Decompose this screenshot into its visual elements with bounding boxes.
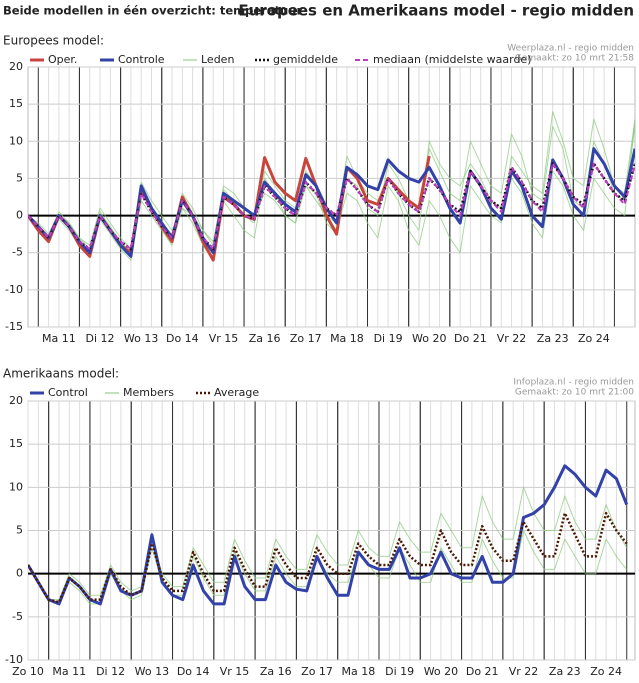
- source: Infoplaza.nl - regio midden: [513, 378, 634, 388]
- series-line: [28, 511, 628, 604]
- x-tick-label: Ma 11: [52, 665, 86, 678]
- x-tick-label: Wo 13: [124, 332, 158, 345]
- header-left: Beide modellen in één overzicht: tempera…: [3, 4, 302, 18]
- x-tick-label: Di 12: [86, 332, 115, 345]
- x-tick-label: Vr 22: [497, 332, 527, 345]
- x-tick-label: Do 21: [454, 332, 487, 345]
- y-tick-label: -15: [5, 320, 23, 333]
- x-tick-label: Za 16: [249, 332, 281, 345]
- x-tick-label: Zo 24: [590, 665, 622, 678]
- x-tick-label: Do 21: [466, 665, 499, 678]
- header-right: Europees en Amerikaans model - regio mid…: [238, 2, 634, 20]
- y-tick-label: 15: [9, 437, 23, 450]
- x-tick-label: Ma 18: [330, 332, 364, 345]
- x-tick-label: Za 23: [549, 665, 581, 678]
- series-line: [28, 464, 629, 606]
- legend-label: mediaan (middelste waarde): [373, 53, 531, 66]
- x-tick-label: Vr 22: [509, 665, 539, 678]
- y-tick-label: -10: [5, 653, 23, 666]
- source: Gemaakt: zo 10 mrt 21:58: [515, 54, 634, 64]
- legend-label: Control: [48, 386, 88, 399]
- y-tick-label: 0: [16, 209, 23, 222]
- y-tick-label: -10: [5, 283, 23, 296]
- plot-area: [27, 66, 636, 328]
- legend-label: Controle: [118, 53, 165, 66]
- x-tick-label: Wo 20: [412, 332, 446, 345]
- x-tick-label: Di 19: [385, 665, 414, 678]
- y-tick-label: 0: [16, 567, 23, 580]
- y-tick-label: 15: [9, 97, 23, 110]
- legend-label: Members: [123, 386, 174, 399]
- x-tick-label: Di 12: [96, 665, 125, 678]
- legend-label: Leden: [201, 53, 234, 66]
- series-line: [28, 162, 635, 250]
- x-tick-label: Vr 15: [209, 332, 239, 345]
- x-tick-label: Do 14: [177, 665, 210, 678]
- member-line: [28, 486, 628, 601]
- y-tick-label: 10: [9, 480, 23, 493]
- x-tick-label: Vr 15: [220, 665, 250, 678]
- x-tick-label: Zo 17: [290, 332, 322, 345]
- series-line: [28, 147, 635, 258]
- legend-label: Average: [214, 386, 259, 399]
- legend-label: gemiddelde: [273, 53, 338, 66]
- series-group: [28, 111, 635, 262]
- x-tick-label: Zo 10: [12, 665, 44, 678]
- y-tick-label: -5: [12, 610, 23, 623]
- x-tick-label: Ma 18: [341, 665, 375, 678]
- x-tick-label: Di 19: [374, 332, 403, 345]
- x-tick-label: Za 16: [260, 665, 292, 678]
- member-line: [28, 530, 628, 605]
- chart-title: Europees model:: [3, 34, 104, 48]
- series-group: [28, 464, 629, 606]
- x-tick-label: Wo 20: [424, 665, 458, 678]
- y-tick-label: 20: [9, 394, 23, 407]
- y-tick-label: 5: [16, 524, 23, 537]
- x-tick-label: Ma 11: [42, 332, 76, 345]
- source: Gemaakt: zo 10 mrt 21:00: [515, 388, 634, 398]
- x-tick-label: Do 14: [166, 332, 199, 345]
- x-tick-label: Zo 24: [578, 332, 610, 345]
- x-tick-label: Zo 17: [301, 665, 333, 678]
- legend-label: Oper.: [48, 53, 77, 66]
- y-tick-label: -5: [12, 246, 23, 259]
- x-tick-label: Za 23: [537, 332, 569, 345]
- y-tick-label: 5: [16, 171, 23, 184]
- source: Weerplaza.nl - regio midden: [507, 44, 634, 54]
- x-tick-label: Wo 13: [135, 665, 169, 678]
- y-tick-label: 20: [9, 60, 23, 73]
- y-tick-label: 10: [9, 134, 23, 147]
- chart-title: Amerikaans model:: [3, 367, 119, 381]
